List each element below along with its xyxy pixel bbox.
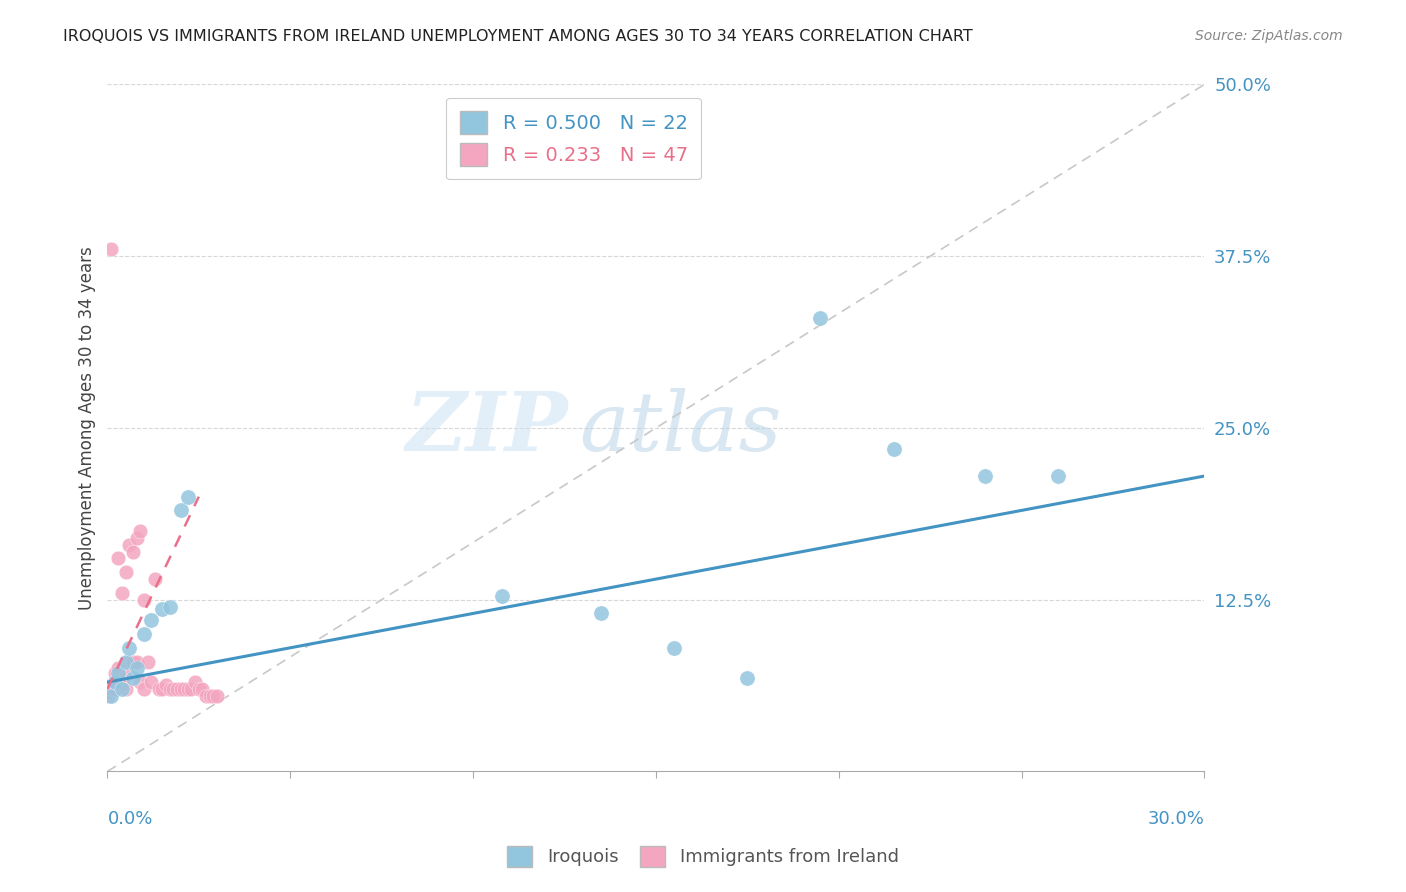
Point — [589, 607, 612, 621]
Point — [98, 685, 121, 699]
Point — [202, 689, 225, 703]
Point — [737, 671, 759, 685]
Point — [173, 681, 195, 696]
Point — [100, 243, 122, 257]
Point — [125, 531, 148, 545]
Point — [107, 661, 129, 675]
Point — [177, 490, 200, 504]
Point — [148, 681, 170, 696]
Text: 0.0%: 0.0% — [107, 810, 153, 828]
Point — [104, 665, 127, 680]
Text: Source: ZipAtlas.com: Source: ZipAtlas.com — [1195, 29, 1343, 43]
Point — [111, 586, 134, 600]
Point — [97, 689, 120, 703]
Point — [132, 592, 155, 607]
Point — [141, 613, 163, 627]
Point — [159, 599, 181, 614]
Point — [132, 627, 155, 641]
Point — [162, 681, 184, 696]
Point — [143, 572, 166, 586]
Point — [491, 589, 513, 603]
Point — [107, 551, 129, 566]
Point — [169, 503, 191, 517]
Point — [169, 681, 191, 696]
Point — [114, 681, 136, 696]
Point — [150, 602, 173, 616]
Point — [125, 655, 148, 669]
Point — [114, 655, 136, 669]
Point — [107, 668, 129, 682]
Point — [100, 678, 122, 692]
Point — [104, 681, 127, 696]
Point — [104, 675, 127, 690]
Point — [129, 524, 152, 538]
Point — [122, 655, 145, 669]
Point — [191, 681, 214, 696]
Point — [111, 675, 134, 690]
Point — [159, 681, 181, 696]
Point — [195, 689, 218, 703]
Point — [136, 655, 159, 669]
Text: atlas: atlas — [579, 388, 782, 468]
Text: ZIP: ZIP — [405, 388, 568, 468]
Y-axis label: Unemployment Among Ages 30 to 34 years: Unemployment Among Ages 30 to 34 years — [79, 246, 96, 610]
Point — [810, 311, 832, 326]
Point — [184, 675, 207, 690]
Legend: Iroquois, Immigrants from Ireland: Iroquois, Immigrants from Ireland — [498, 837, 908, 876]
Legend: R = 0.500   N = 22, R = 0.233   N = 47: R = 0.500 N = 22, R = 0.233 N = 47 — [446, 97, 702, 179]
Point — [205, 689, 228, 703]
Point — [101, 681, 124, 696]
Point — [150, 681, 173, 696]
Point — [129, 675, 152, 690]
Point — [662, 640, 685, 655]
Point — [166, 681, 188, 696]
Point — [114, 668, 136, 682]
Point — [125, 661, 148, 675]
Point — [198, 689, 221, 703]
Point — [177, 681, 200, 696]
Point — [1047, 469, 1070, 483]
Point — [104, 675, 127, 690]
Point — [100, 689, 122, 703]
Point — [100, 681, 122, 696]
Point — [122, 544, 145, 558]
Point — [187, 681, 209, 696]
Point — [974, 469, 997, 483]
Point — [883, 442, 905, 456]
Point — [132, 681, 155, 696]
Point — [118, 640, 141, 655]
Point — [180, 681, 202, 696]
Point — [107, 665, 129, 680]
Point — [114, 566, 136, 580]
Text: 30.0%: 30.0% — [1147, 810, 1205, 828]
Point — [155, 678, 177, 692]
Point — [122, 671, 145, 685]
Point — [118, 538, 141, 552]
Text: IROQUOIS VS IMMIGRANTS FROM IRELAND UNEMPLOYMENT AMONG AGES 30 TO 34 YEARS CORRE: IROQUOIS VS IMMIGRANTS FROM IRELAND UNEM… — [63, 29, 973, 44]
Point — [118, 655, 141, 669]
Point — [111, 681, 134, 696]
Point — [141, 675, 163, 690]
